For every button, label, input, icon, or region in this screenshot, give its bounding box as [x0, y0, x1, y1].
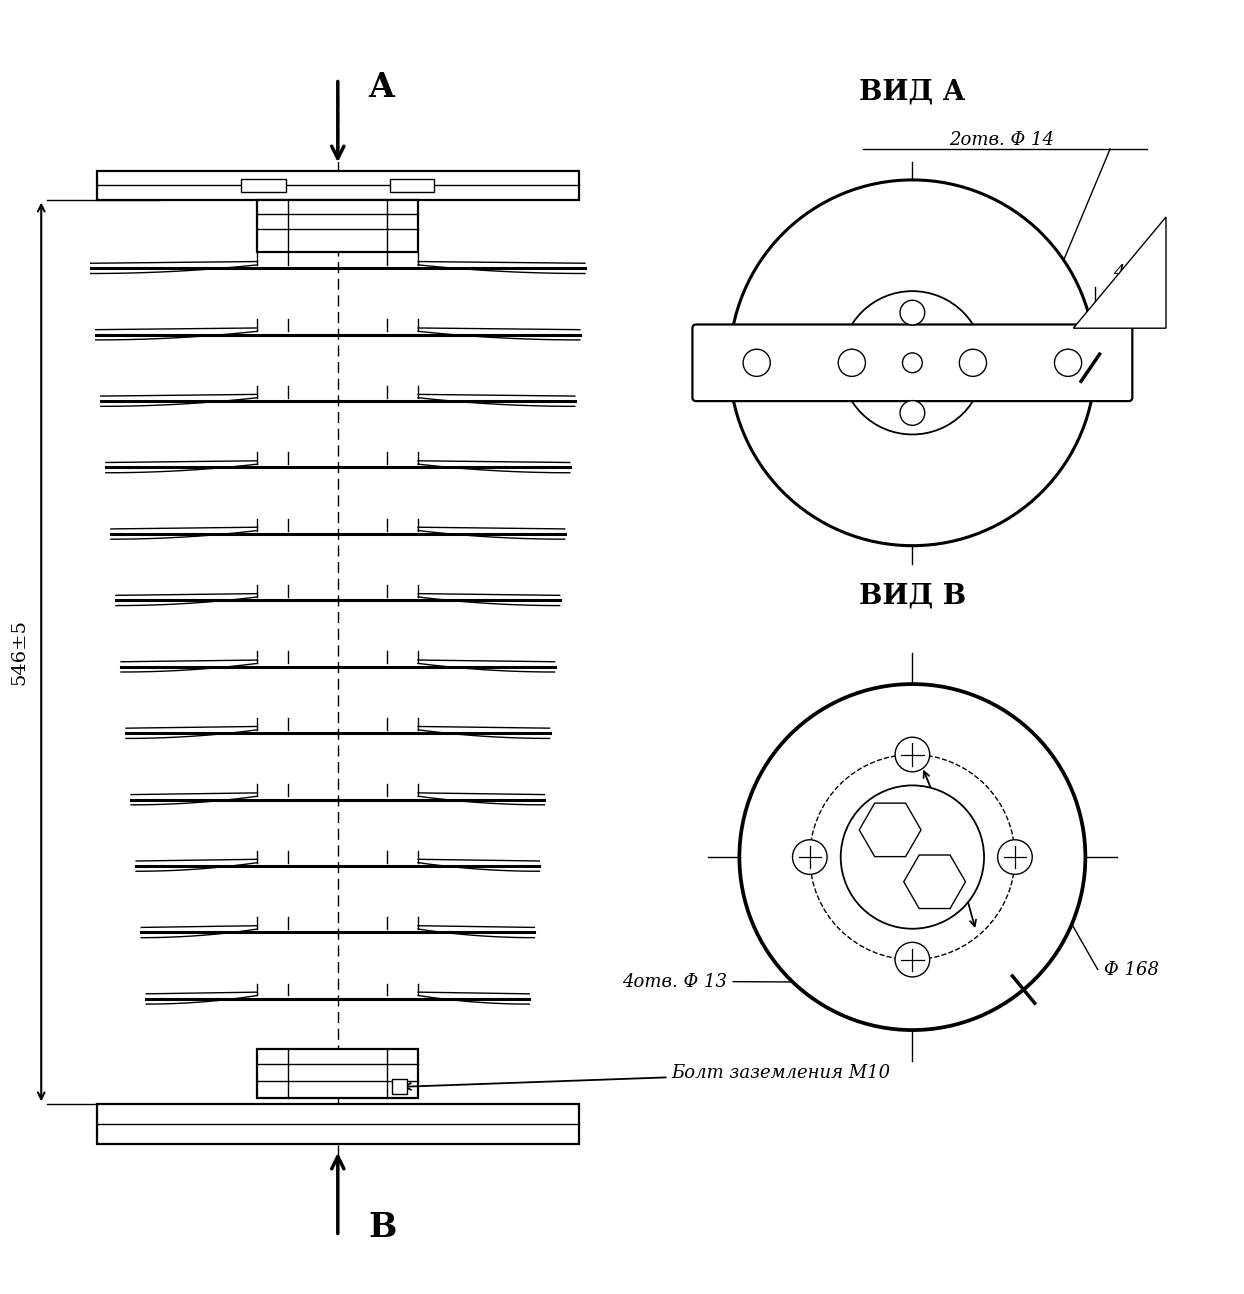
Circle shape — [1055, 349, 1082, 377]
Circle shape — [959, 349, 986, 377]
FancyBboxPatch shape — [693, 325, 1132, 401]
Circle shape — [899, 300, 924, 325]
Text: Болт заземления М10: Болт заземления М10 — [404, 1064, 891, 1090]
Text: ВИД А: ВИД А — [860, 79, 965, 106]
Text: 4отв. Φ 13: 4отв. Φ 13 — [622, 973, 726, 991]
Circle shape — [739, 685, 1085, 1030]
Circle shape — [729, 180, 1095, 546]
FancyBboxPatch shape — [97, 1104, 578, 1144]
Text: Φ 168: Φ 168 — [1103, 960, 1159, 978]
Circle shape — [896, 942, 929, 977]
Circle shape — [899, 401, 924, 426]
FancyBboxPatch shape — [389, 180, 434, 192]
Circle shape — [902, 353, 922, 373]
Text: B: B — [368, 1211, 397, 1245]
Circle shape — [998, 840, 1033, 875]
FancyBboxPatch shape — [241, 180, 286, 192]
Text: 546±5: 546±5 — [10, 619, 29, 685]
Circle shape — [792, 840, 827, 875]
FancyBboxPatch shape — [258, 199, 418, 251]
Circle shape — [838, 349, 866, 377]
Text: A: A — [368, 71, 394, 104]
Text: 2отв. Φ 14: 2отв. Φ 14 — [949, 131, 1055, 149]
FancyBboxPatch shape — [258, 1048, 418, 1099]
Circle shape — [896, 738, 929, 771]
Circle shape — [841, 291, 984, 435]
Circle shape — [841, 785, 984, 929]
FancyBboxPatch shape — [97, 171, 578, 199]
Polygon shape — [1074, 217, 1166, 329]
Circle shape — [743, 349, 770, 377]
Text: 45: 45 — [1113, 264, 1136, 282]
Text: ВИД В: ВИД В — [858, 582, 965, 609]
FancyBboxPatch shape — [392, 1079, 407, 1095]
